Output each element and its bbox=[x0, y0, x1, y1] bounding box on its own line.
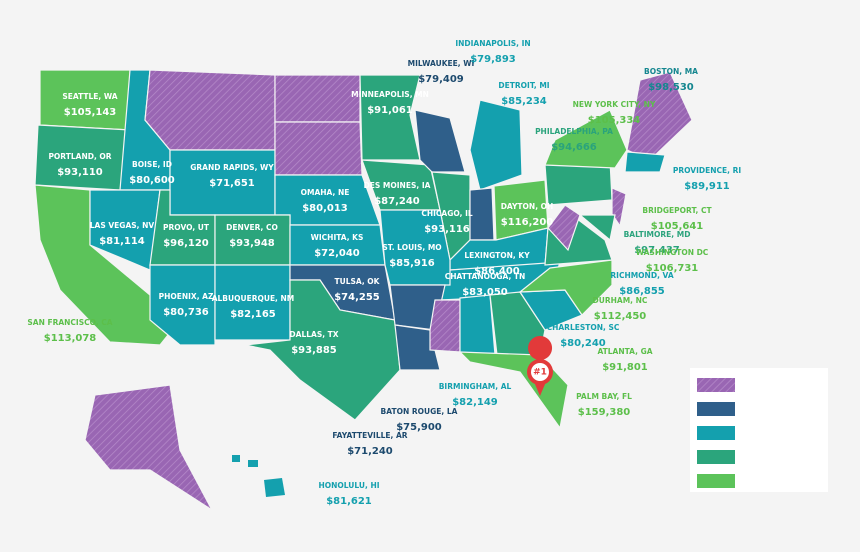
city-salary: $80,013 bbox=[302, 203, 348, 214]
city-salary: $82,149 bbox=[452, 397, 498, 408]
pin-label: #1 bbox=[533, 368, 547, 378]
city-name: CHATTANOOGA, TN bbox=[445, 272, 526, 281]
city-salary: $79,409 bbox=[418, 74, 464, 85]
city-name: DES MOINES, IA bbox=[364, 181, 431, 190]
city-salary: $79,893 bbox=[470, 54, 516, 65]
pin: #1 bbox=[527, 336, 553, 396]
city-name: SAN FRANCISCO, CA bbox=[27, 318, 112, 327]
city-salary: $93,110 bbox=[57, 167, 103, 178]
city-name: PORTLAND, OR bbox=[48, 152, 111, 161]
city-name: ATLANTA, GA bbox=[597, 347, 652, 356]
city-name: MILWAUKEE, WI bbox=[408, 59, 475, 68]
city-salary: $93,948 bbox=[229, 238, 275, 249]
city-salary: $159,380 bbox=[578, 407, 631, 418]
city-salary: $93,885 bbox=[291, 345, 337, 356]
city-name: INDIANAPOLIS, IN bbox=[455, 39, 530, 48]
city-name: PALM BAY, FL bbox=[576, 392, 632, 401]
city-name: NEW YORK CITY, NY bbox=[573, 100, 656, 109]
legend bbox=[690, 368, 828, 492]
city-name: LAS VEGAS, NV bbox=[90, 221, 155, 230]
city-salary: $85,916 bbox=[389, 258, 435, 269]
city-salary: $105,641 bbox=[651, 221, 704, 232]
city-salary: $71,240 bbox=[347, 446, 393, 457]
city-name: FAYATTEVILLE, AR bbox=[332, 431, 407, 440]
city-salary: $105,143 bbox=[64, 107, 117, 118]
city-salary: $96,120 bbox=[163, 238, 209, 249]
city-name: DETROIT, MI bbox=[498, 81, 549, 90]
city-name: BOISE, ID bbox=[132, 160, 172, 169]
city-salary: $75,900 bbox=[396, 422, 442, 433]
city-salary: $97,437 bbox=[634, 245, 680, 256]
city-salary: $93,116 bbox=[424, 224, 470, 235]
city-salary: $72,040 bbox=[314, 248, 360, 259]
city-salary: $87,240 bbox=[374, 196, 420, 207]
city-salary: $91,061 bbox=[367, 105, 413, 116]
city-salary: $83,050 bbox=[462, 287, 508, 298]
city-name: PHILADELPHIA, PA bbox=[535, 127, 613, 136]
city-name: BALTIMORE, MD bbox=[624, 230, 691, 239]
city-salary: $89,911 bbox=[684, 181, 730, 192]
city-name: WASHINGTON DC bbox=[636, 248, 709, 257]
city-name: OMAHA, NE bbox=[301, 188, 350, 197]
city-name: CHICAGO, IL bbox=[421, 209, 472, 218]
city-salary: $86,400 bbox=[474, 266, 520, 277]
city-salary: $85,234 bbox=[501, 96, 547, 107]
city-salary: $80,600 bbox=[129, 175, 175, 186]
city-salary: $81,621 bbox=[326, 496, 372, 507]
states bbox=[34, 69, 693, 512]
city-name: DALLAS, TX bbox=[289, 330, 338, 339]
city-name: MINNEAPOLIS, MN bbox=[351, 90, 429, 99]
city-name: BIRMINGHAM, AL bbox=[439, 382, 512, 391]
city-name: HONOLULU, HI bbox=[318, 481, 379, 490]
city-salary: $112,450 bbox=[594, 311, 647, 322]
city-name: BRIDGEPORT, CT bbox=[642, 206, 712, 215]
city-name: CHARLESTON, SC bbox=[547, 323, 620, 332]
city-salary: $113,078 bbox=[44, 333, 97, 344]
city-name: BATON ROUGE, LA bbox=[381, 407, 458, 416]
city-name: SEATTLE, WA bbox=[62, 92, 117, 101]
city-name: ST. LOUIS, MO bbox=[382, 243, 441, 252]
city-salary: $116,200 bbox=[501, 217, 554, 228]
city-salary: $105,334 bbox=[588, 115, 641, 126]
city-name: PROVIDENCE, RI bbox=[673, 166, 742, 175]
labels: SEATTLE, WA $105,143 PORTLAND, OR $93,110 BO… bbox=[27, 39, 741, 507]
city-salary: $82,165 bbox=[230, 309, 276, 320]
city-name: ALBUQUERQUE, NM bbox=[212, 294, 295, 303]
city-name: LEXINGTON, KY bbox=[464, 251, 530, 260]
city-name: WICHITA, KS bbox=[311, 233, 364, 242]
city-salary: $81,114 bbox=[99, 236, 145, 247]
city-salary: $86,855 bbox=[619, 286, 665, 297]
city-name: DURHAM, NC bbox=[593, 296, 648, 305]
city-name: TULSA, OK bbox=[335, 277, 381, 286]
city-salary: $94,666 bbox=[551, 142, 597, 153]
city-salary: $98,530 bbox=[648, 82, 694, 93]
city-name: PHOENIX, AZ bbox=[159, 292, 214, 301]
city-salary: $74,255 bbox=[334, 292, 380, 303]
city-name: GRAND RAPIDS, WY bbox=[190, 163, 274, 172]
city-salary: $80,240 bbox=[560, 338, 606, 349]
city-salary: $80,736 bbox=[163, 307, 209, 318]
city-name: PROVO, UT bbox=[163, 223, 210, 232]
city-salary: $106,731 bbox=[646, 263, 699, 274]
city-name: DAYTON, OH bbox=[501, 202, 554, 211]
city-name: DENVER, CO bbox=[226, 223, 278, 232]
city-name: RICHMOND, VA bbox=[610, 271, 673, 280]
city-salary: $91,801 bbox=[602, 362, 648, 373]
city-name: BOSTON, MA bbox=[644, 67, 698, 76]
city-salary: $71,651 bbox=[209, 178, 255, 189]
